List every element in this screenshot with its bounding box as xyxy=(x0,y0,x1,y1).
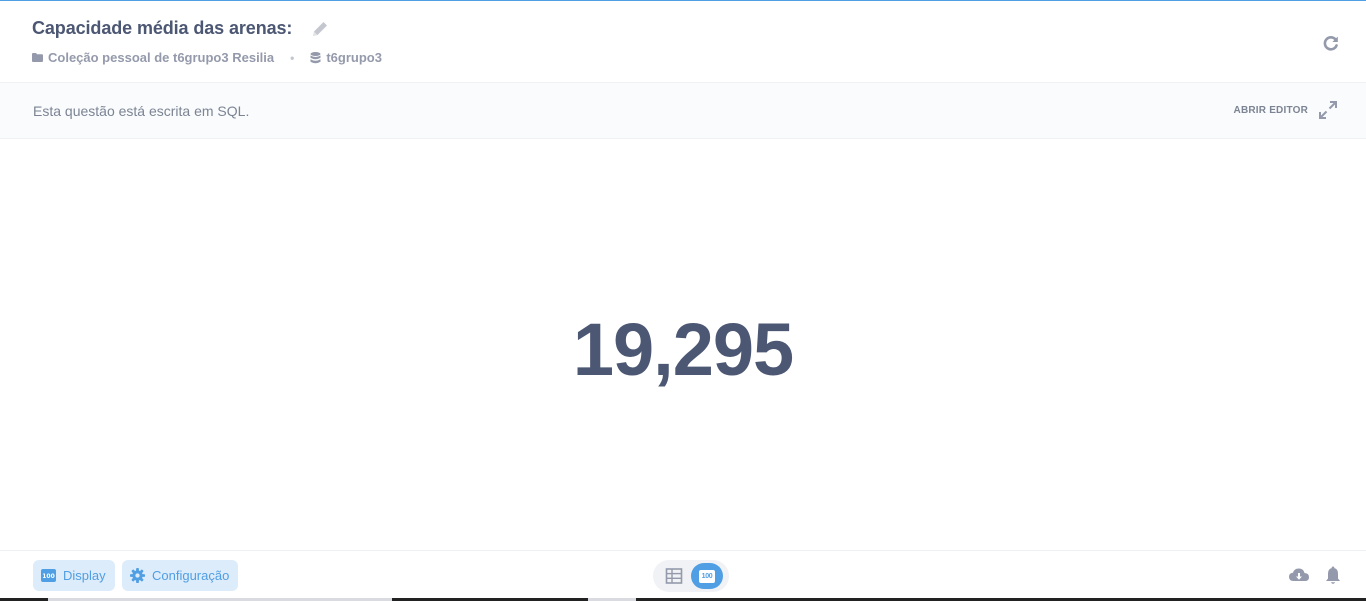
edge-segment xyxy=(392,598,588,601)
table-icon xyxy=(665,568,683,584)
breadcrumb-database-label: t6grupo3 xyxy=(326,50,382,65)
scalar-view-toggle[interactable]: 100 xyxy=(691,563,723,589)
download-icon[interactable] xyxy=(1288,566,1310,586)
gear-icon xyxy=(130,568,145,583)
settings-button[interactable]: Configuração xyxy=(122,560,239,591)
database-icon xyxy=(310,51,321,63)
svg-text:100: 100 xyxy=(42,573,55,580)
native-query-bar: Esta questão está escrita em SQL. ABRIR … xyxy=(0,83,1366,139)
question-header: Capacidade média das arenas: Coleção pes… xyxy=(0,1,1366,83)
edge-segment xyxy=(636,598,1366,601)
breadcrumb-separator: • xyxy=(290,50,295,65)
pencil-icon[interactable] xyxy=(310,19,330,39)
display-button[interactable]: 100 Display xyxy=(33,560,115,591)
view-footer: 100 Display Configuração 1 xyxy=(0,550,1366,601)
view-toggle: 100 xyxy=(653,560,729,592)
breadcrumb-collection[interactable]: Coleção pessoal de t6grupo3 Resilia xyxy=(32,50,274,65)
expand-icon xyxy=(1319,101,1337,119)
page-title[interactable]: Capacidade média das arenas: xyxy=(32,18,293,38)
edge-segment xyxy=(0,598,48,601)
settings-label: Configuração xyxy=(152,568,230,583)
sql-notice: Esta questão está escrita em SQL. xyxy=(33,103,250,119)
bell-icon[interactable] xyxy=(1324,566,1342,586)
window-bottom-edge xyxy=(0,598,1366,601)
breadcrumb: Coleção pessoal de t6grupo3 Resilia • t6… xyxy=(32,50,382,65)
scalar-value[interactable]: 19,295 xyxy=(572,307,794,391)
folder-icon xyxy=(32,53,43,62)
title-row: Capacidade média das arenas: xyxy=(32,18,330,39)
number-badge-icon: 100 xyxy=(699,569,715,583)
open-editor-button[interactable]: ABRIR EDITOR xyxy=(1234,100,1338,120)
refresh-icon[interactable] xyxy=(1322,34,1340,52)
number-badge-icon: 100 xyxy=(41,569,56,582)
breadcrumb-database[interactable]: t6grupo3 xyxy=(310,50,382,65)
breadcrumb-collection-label: Coleção pessoal de t6grupo3 Resilia xyxy=(48,50,275,65)
scalar-visualization: 19,295 xyxy=(0,140,1366,550)
top-accent-line xyxy=(0,0,1366,1)
display-label: Display xyxy=(63,568,106,583)
open-editor-label: ABRIR EDITOR xyxy=(1233,104,1308,116)
table-view-toggle[interactable] xyxy=(665,567,683,585)
